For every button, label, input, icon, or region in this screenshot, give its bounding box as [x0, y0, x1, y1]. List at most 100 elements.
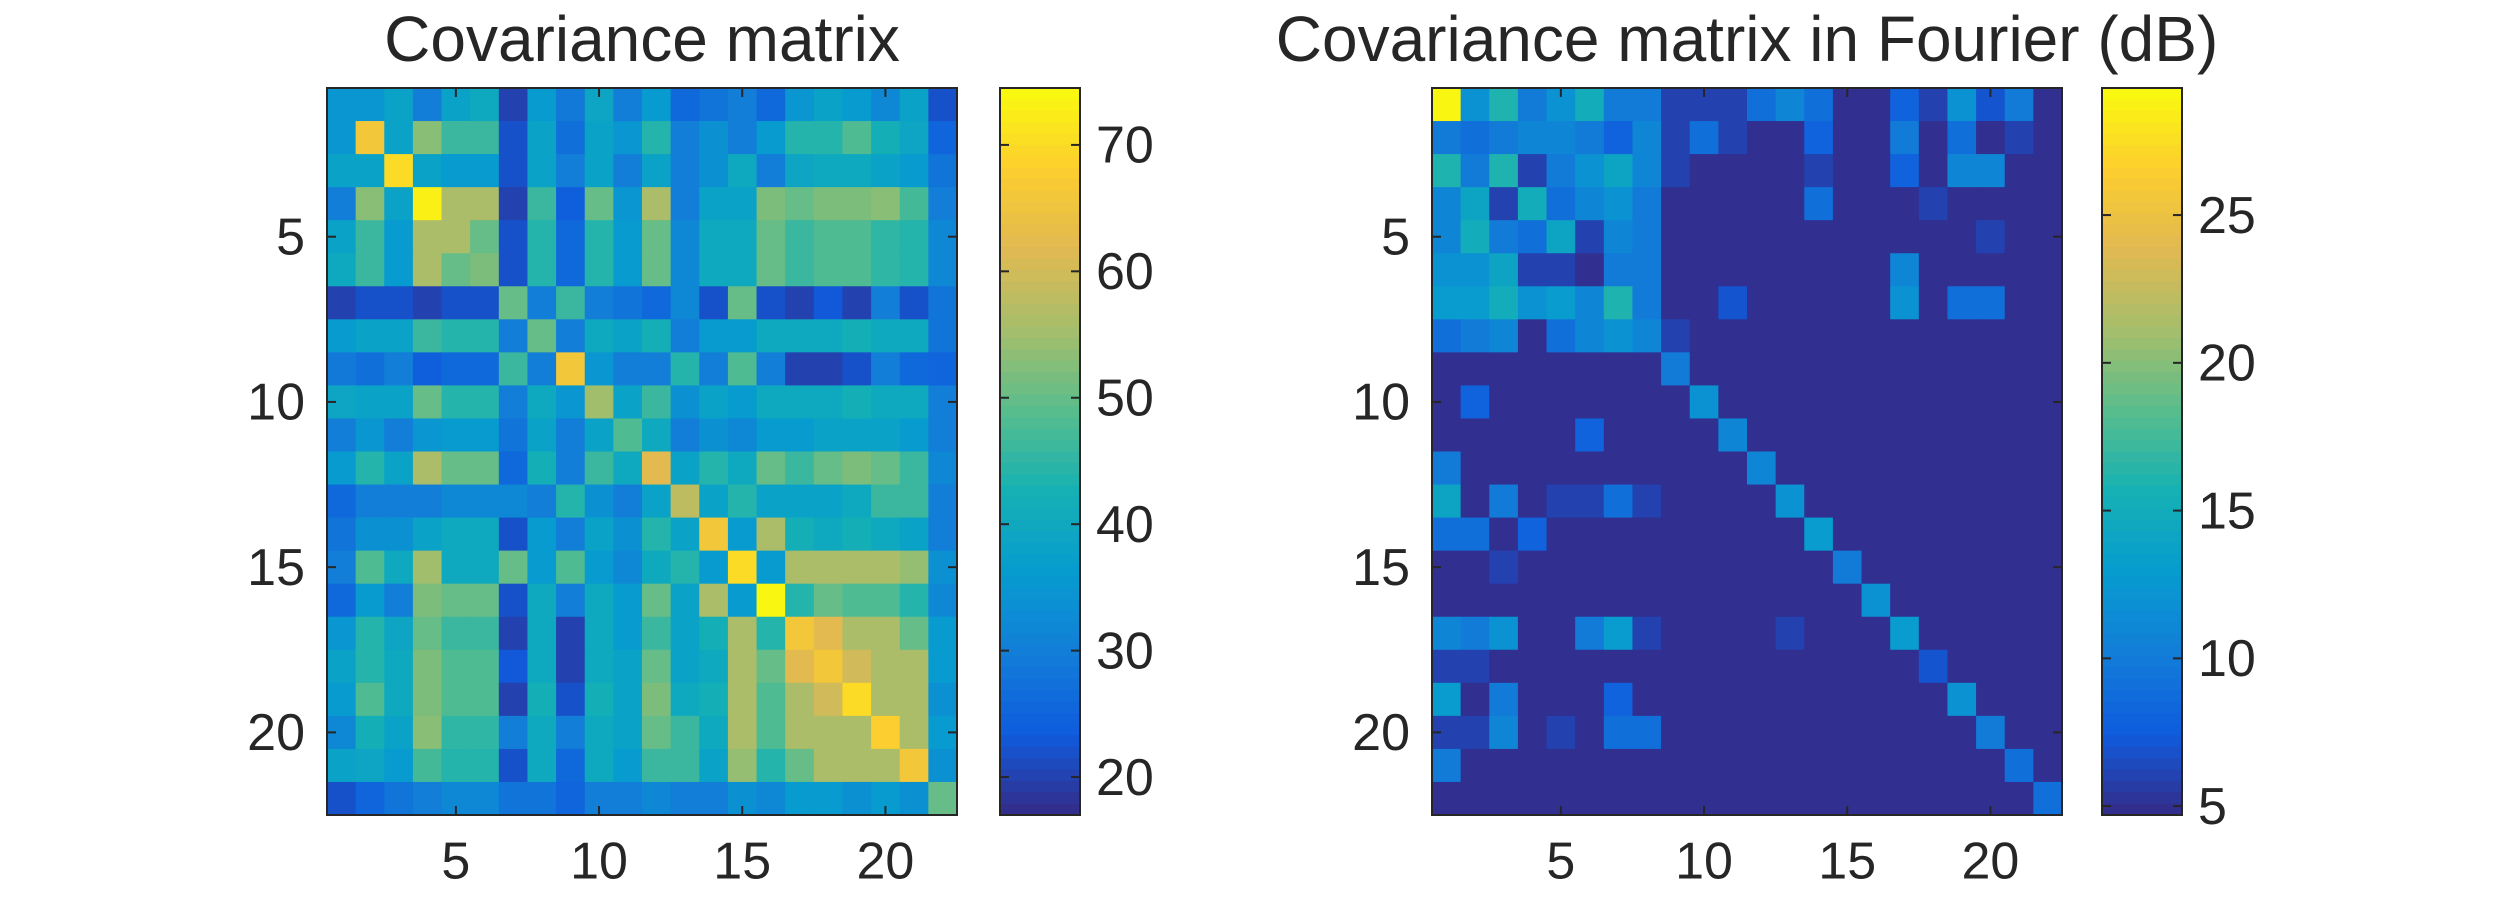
heatmap-1-cell: [842, 286, 872, 320]
heatmap-2-cell: [1947, 781, 1977, 816]
heatmap-1-cell: [842, 187, 872, 221]
colorbar-1-segment: [1000, 531, 1080, 543]
colorbar-2-segment: [2102, 644, 2182, 657]
heatmap-2-cell: [1804, 682, 1834, 717]
heatmap-2-cell: [1718, 352, 1748, 387]
heatmap-2-cell: [1718, 220, 1748, 254]
heatmap-2-cell: [2033, 484, 2063, 519]
heatmap-1-cell: [412, 583, 443, 618]
heatmap-2-cell: [1861, 781, 1891, 816]
heatmap-2-cell: [1861, 88, 1891, 122]
heatmap-1-cell: [842, 550, 872, 585]
heatmap-2-cell: [1603, 121, 1634, 155]
colorbar-2-segment: [2102, 712, 2182, 725]
colorbar-2-segment: [2102, 701, 2182, 714]
heatmap-1-cell: [527, 781, 557, 816]
heatmap-1-cell: [584, 649, 614, 684]
heatmap-2-cell: [1947, 187, 1977, 221]
colorbar-1-tick-label: 40: [1096, 496, 1154, 554]
colorbar-1-segment: [1000, 269, 1080, 282]
colorbar-2-tick-label: 25: [2198, 187, 2256, 245]
heatmap-1-cell: [441, 517, 471, 552]
heatmap-2-cell: [1861, 517, 1891, 552]
heatmap-2-cell: [1832, 253, 1863, 287]
heatmap-1-ytick-label: 10: [247, 374, 305, 432]
heatmap-1-cell: [470, 748, 500, 783]
heatmap-1-cell: [756, 121, 786, 155]
heatmap-2-cell: [1861, 748, 1891, 783]
heatmap-1-cell: [498, 451, 529, 486]
heatmap-2-cell: [1632, 616, 1662, 651]
heatmap-1-cell: [384, 715, 414, 750]
heatmap-2-cell: [1832, 616, 1863, 651]
heatmap-2-cell: [1718, 517, 1748, 552]
heatmap-2-cell: [1432, 418, 1462, 453]
heatmap-1-cell: [441, 286, 471, 320]
heatmap-2-cell: [1632, 286, 1662, 320]
heatmap-1-cell: [670, 88, 700, 122]
heatmap-2-cell: [1460, 385, 1490, 420]
heatmap-1-cell: [470, 154, 500, 188]
heatmap-2-cell: [1603, 220, 1634, 254]
heatmap-2-cell: [1575, 583, 1605, 618]
heatmap-2-cell: [2004, 484, 2034, 519]
heatmap-1-cell: [498, 583, 529, 618]
heatmap-2-cell: [2004, 781, 2034, 816]
heatmap-2-cell: [1918, 154, 1949, 188]
heatmap-2-cell: [1603, 418, 1634, 453]
heatmap-1-cell: [384, 220, 414, 254]
heatmap-1-cell: [470, 352, 500, 387]
heatmap-2-cell: [1718, 682, 1748, 717]
heatmap-2-cell: [1918, 187, 1949, 221]
heatmap-1-cell: [670, 748, 700, 783]
heatmap-1-cell: [384, 649, 414, 684]
heatmap-2-cell: [1832, 319, 1863, 353]
heatmap-1-cell: [899, 781, 929, 816]
heatmap-1-cell: [670, 616, 700, 651]
heatmap-1-cell: [699, 418, 729, 453]
heatmap-2-cell: [1517, 517, 1548, 552]
heatmap-1-cell: [785, 88, 815, 122]
heatmap-2-cell: [1689, 748, 1719, 783]
heatmap-1-cell: [384, 550, 414, 585]
heatmap-2-cell: [1775, 121, 1805, 155]
colorbar-2-segment: [2102, 144, 2182, 157]
heatmap-2-cell: [1603, 583, 1634, 618]
heatmap-2-cell: [1918, 649, 1949, 684]
heatmap-1-cell: [470, 121, 500, 155]
heatmap-2-cell: [1689, 286, 1719, 320]
heatmap-2-cell: [1747, 385, 1777, 420]
heatmap-1-cell: [928, 319, 958, 353]
heatmap-2-cell: [1947, 748, 1977, 783]
heatmap-1-cell: [842, 385, 872, 420]
heatmap-2-cell: [1747, 220, 1777, 254]
heatmap-1-cell: [584, 550, 614, 585]
colorbar-1-segment: [1000, 655, 1080, 668]
heatmap-1-cell: [842, 253, 872, 287]
heatmap-1-cell: [470, 253, 500, 287]
heatmap-1-cell: [556, 781, 586, 816]
colorbar-2-segment: [2102, 178, 2182, 191]
heatmap-2-cell: [1546, 484, 1576, 519]
heatmap-1-cell: [871, 154, 901, 188]
colorbar-2-segment: [2102, 292, 2182, 305]
heatmap-1-cell: [384, 319, 414, 353]
heatmap-1-cell: [756, 649, 786, 684]
heatmap-2-cell: [1546, 649, 1576, 684]
heatmap-1-cell: [613, 319, 643, 353]
heatmap-2-cell: [1546, 286, 1576, 320]
heatmap-2-cell: [1460, 286, 1490, 320]
colorbar-2-segment: [2102, 349, 2182, 362]
heatmap-2-cell: [1517, 715, 1548, 750]
heatmap-2-cell: [1890, 715, 1920, 750]
heatmap-2-cell: [1661, 550, 1691, 585]
heatmap-1-cell: [384, 517, 414, 552]
heatmap-1-cell: [584, 682, 614, 717]
colorbar-1-segment: [1000, 701, 1080, 714]
heatmap-2-cell: [1861, 484, 1891, 519]
heatmap-1-cell: [899, 418, 929, 453]
heatmap-1-cell: [327, 583, 357, 618]
heatmap-1-cell: [813, 451, 844, 486]
heatmap-2-cell: [1947, 715, 1977, 750]
heatmap-2-cell: [2033, 616, 2063, 651]
